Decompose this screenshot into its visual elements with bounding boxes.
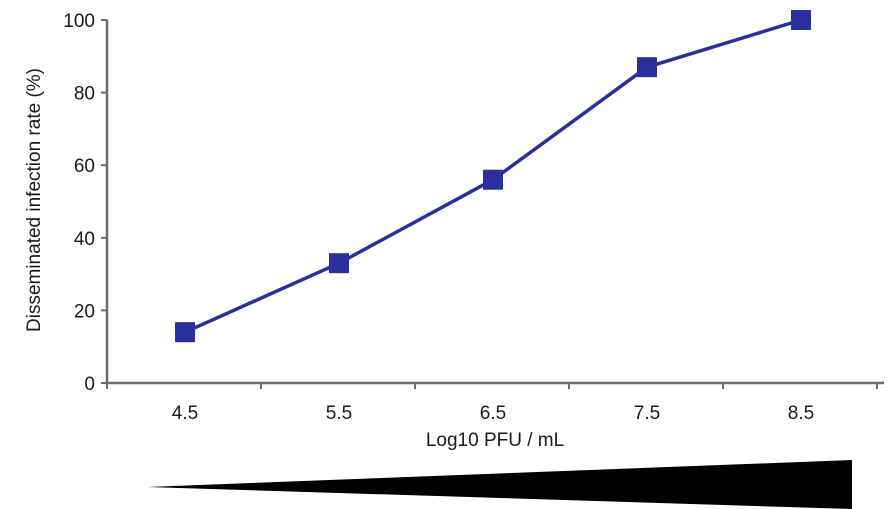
data-point-marker xyxy=(637,57,657,78)
x-tick-label: 5.5 xyxy=(326,403,352,424)
x-tick-label: 4.5 xyxy=(172,403,198,424)
y-tick-label: 100 xyxy=(63,11,95,32)
y-tick-label: 20 xyxy=(74,301,95,322)
series xyxy=(175,10,811,343)
x-tick-label: 7.5 xyxy=(634,403,660,424)
y-tick-label: 0 xyxy=(84,374,95,395)
x-axis: 4.5 5.5 6.5 7.5 8.5 xyxy=(106,381,884,424)
y-axis-title: Disseminated infection rate (%) xyxy=(24,68,45,332)
data-point-marker xyxy=(483,169,503,190)
data-point-marker xyxy=(175,322,195,343)
x-tick-label: 6.5 xyxy=(480,403,506,424)
x-axis-title: Log10 PFU / mL xyxy=(426,430,564,451)
concentration-gradient-wedge xyxy=(147,460,852,509)
y-axis: 0 20 40 60 80 100 xyxy=(63,11,109,395)
y-tick-label: 40 xyxy=(74,229,95,250)
y-tick-label: 80 xyxy=(74,84,95,105)
data-point-marker xyxy=(791,10,811,30)
y-tick-label: 60 xyxy=(74,156,95,177)
data-point-marker xyxy=(329,253,349,274)
x-tick-label: 8.5 xyxy=(788,403,814,424)
